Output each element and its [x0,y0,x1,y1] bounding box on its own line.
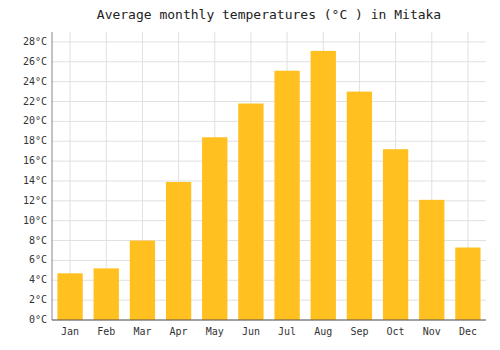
grid [52,32,486,320]
y-axis-line [52,32,53,320]
y-grid-line [52,161,486,162]
y-tick-label: 10°C [23,215,47,226]
chart-container: 0°C 2°C 4°C 6°C 8°C 10°C 12°C 14°C 16°C 18°C 20°C 2… [0,0,500,350]
bar [130,241,155,320]
x-tick-label: Jun [242,326,260,337]
y-grid-line [52,61,486,62]
y-tick-label: 8°C [29,235,47,246]
x-tick-label: May [206,326,224,337]
y-grid-line [52,121,486,122]
y-tick-labels: 0°C 2°C 4°C 6°C 8°C 10°C 12°C 14°C 16°C 18°C 20°C 2… [23,36,47,325]
x-tick-label: Mar [133,326,151,337]
y-grid-line [52,81,486,82]
x-tick-label: Dec [459,326,477,337]
y-tick-label: 14°C [23,175,47,186]
y-tick-label: 18°C [23,135,47,146]
bar [57,273,82,320]
y-tick-label: 26°C [23,56,47,67]
x-tick-label: Jan [61,326,79,337]
y-tick-label: 4°C [29,274,47,285]
y-tick-label: 28°C [23,36,47,47]
y-tick-label: 22°C [23,96,47,107]
chart: 0°C 2°C 4°C 6°C 8°C 10°C 12°C 14°C 16°C 18°C 20°C 2… [0,0,500,350]
y-grid-line [52,101,486,102]
x-tick-label: Jul [278,326,296,337]
y-tick-label: 16°C [23,155,47,166]
y-grid-line [52,320,486,321]
bar [238,104,263,320]
bars [57,51,480,320]
y-grid-line [52,41,486,42]
x-tick-label: Nov [423,326,441,337]
x-tick-labels: Jan Feb Mar Apr May Jun Jul Aug Sep Oct Nov Dec [61,326,477,337]
x-axis-line [52,320,486,321]
bar [94,268,119,320]
title: Average monthly temperatures (°C ) in Mi… [97,7,441,22]
y-tick-label: 6°C [29,254,47,265]
bar [419,200,444,320]
x-tick-label: Apr [170,326,188,337]
x-tick-label: Sep [350,326,368,337]
y-tick-label: 24°C [23,76,47,87]
bar [347,92,372,320]
bar [383,149,408,320]
y-tick-label: 0°C [29,314,47,325]
x-tick-label: Feb [97,326,115,337]
y-tick-label: 2°C [29,294,47,305]
x-tick-label: Aug [314,326,332,337]
y-grid-line [52,141,486,142]
bar [311,51,336,320]
bar [455,248,480,320]
y-grid-line [52,180,486,181]
bar [274,71,299,320]
y-tick-label: 12°C [23,195,47,206]
bar [166,182,191,320]
y-tick-label: 20°C [23,115,47,126]
bar [202,137,227,320]
x-tick-label: Oct [387,326,405,337]
